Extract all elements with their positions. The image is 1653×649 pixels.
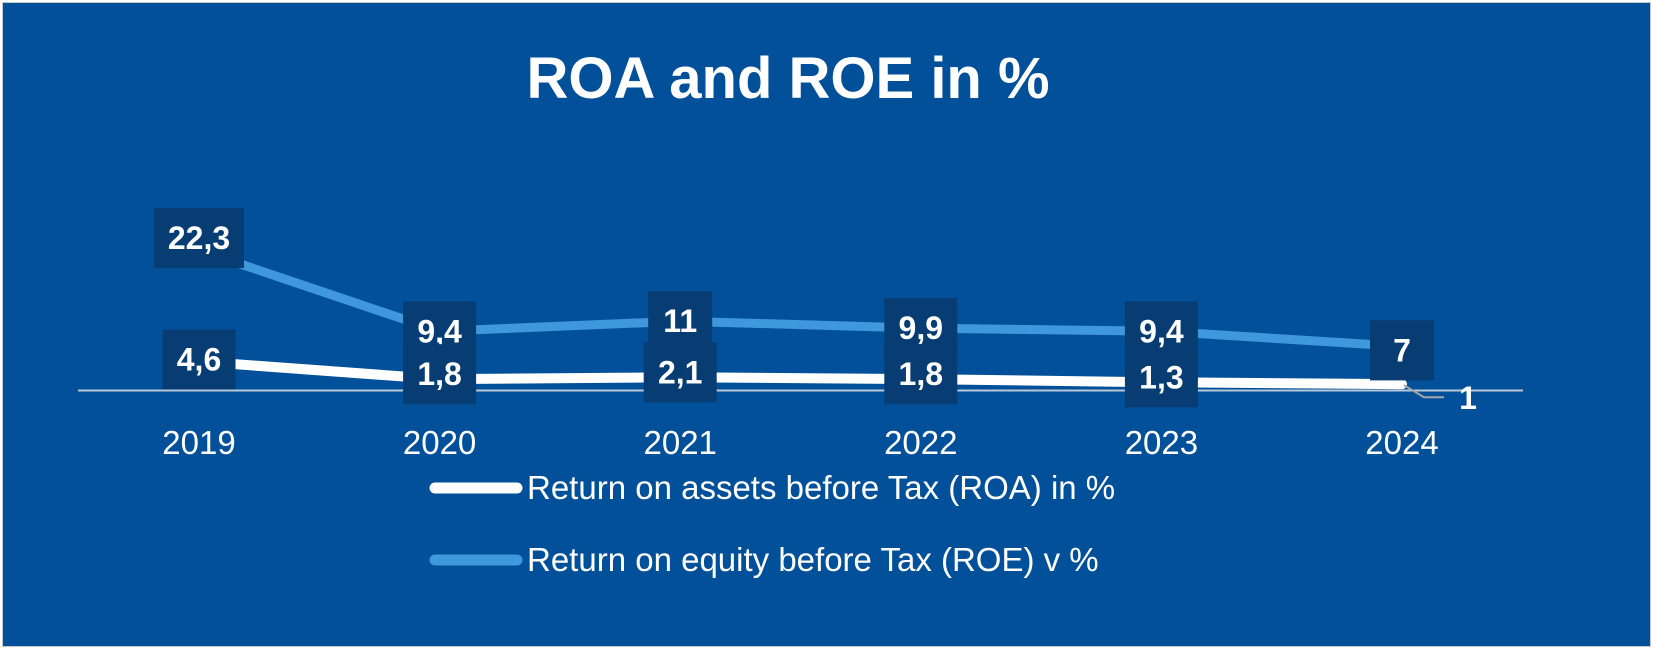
series-lines bbox=[194, 245, 1407, 390]
data-label-text: 9,4 bbox=[1139, 313, 1184, 349]
legend-label-roa: Return on assets before Tax (ROA) in % bbox=[527, 469, 1115, 506]
data-label-roa-2019: 4,6 bbox=[162, 329, 236, 390]
data-label-text: 1,8 bbox=[899, 356, 943, 392]
x-tick-label-2024: 2024 bbox=[1365, 424, 1438, 461]
data-label-roe-2021: 11 bbox=[648, 291, 713, 352]
x-axis-ticks: 2019 2020 2021 2022 2023 2024 bbox=[162, 424, 1438, 461]
series-line-roe bbox=[194, 245, 1407, 351]
data-label-box bbox=[1124, 347, 1198, 408]
legend-item-roa[interactable]: Return on assets before Tax (ROA) in % bbox=[429, 469, 1115, 506]
legend: Return on assets before Tax (ROA) in % R… bbox=[429, 469, 1115, 578]
data-label-text: 7 bbox=[1393, 332, 1411, 368]
data-label-box bbox=[403, 344, 477, 405]
data-label-roa-2023: 1,3 bbox=[1124, 347, 1198, 408]
data-label-text: 9,4 bbox=[417, 313, 462, 349]
data-label-text: 4,6 bbox=[177, 342, 221, 378]
series-line-roa bbox=[194, 356, 1407, 390]
data-label-box bbox=[884, 344, 958, 405]
data-label-text: 1,3 bbox=[1139, 359, 1183, 395]
legend-item-roe[interactable]: Return on equity before Tax (ROE) v % bbox=[429, 541, 1099, 578]
data-label-text: 2,1 bbox=[658, 354, 702, 390]
data-label-text: 11 bbox=[663, 303, 697, 339]
data-label-text: 1 bbox=[1459, 380, 1477, 416]
x-tick-label-2023: 2023 bbox=[1125, 424, 1198, 461]
data-label-roe-2024: 7 bbox=[1370, 320, 1434, 381]
data-label-box bbox=[154, 208, 244, 269]
data-label-text: 1,8 bbox=[417, 356, 461, 392]
legend-label-roe: Return on equity before Tax (ROE) v % bbox=[527, 541, 1099, 578]
data-label-roa-2022: 1,8 bbox=[884, 344, 958, 405]
data-label-box bbox=[648, 291, 713, 352]
x-tick-label-2022: 2022 bbox=[884, 424, 957, 461]
data-label-box bbox=[643, 342, 717, 403]
data-label-roe-2019: 22,3 bbox=[154, 208, 244, 269]
data-label-roa-2024: 1 bbox=[1459, 380, 1477, 416]
data-label-box bbox=[1370, 320, 1434, 381]
chart-title: ROA and ROE in % bbox=[526, 46, 1049, 111]
data-label-text: 9,9 bbox=[899, 310, 943, 346]
line-chart: ROA and ROE in % 22,39,4 11 9,9 9,474,6 1,8 2… bbox=[78, 46, 1523, 578]
data-label-box bbox=[162, 329, 236, 390]
data-labels: 22,3 9,4 11 9,9 9,4 7 4,6 1,8 2,1 1,8 1,3 1 bbox=[154, 208, 1477, 416]
x-tick-label-2021: 2021 bbox=[643, 424, 716, 461]
x-tick-label-2020: 2020 bbox=[403, 424, 476, 461]
data-label-roa-2020: 1,8 bbox=[403, 344, 477, 405]
data-label-text: 22,3 bbox=[168, 220, 230, 256]
data-label-roa-2021: 2,1 bbox=[643, 342, 717, 403]
x-tick-label-2019: 2019 bbox=[162, 424, 235, 461]
leader-line bbox=[1403, 384, 1444, 399]
